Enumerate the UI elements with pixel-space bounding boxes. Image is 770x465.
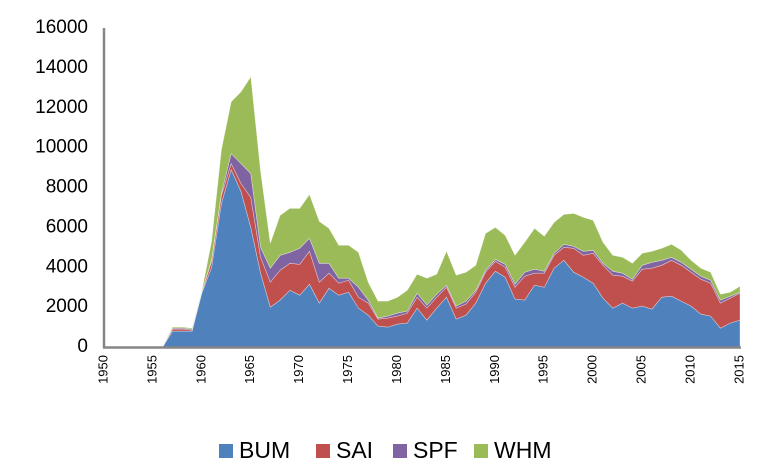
legend-label: BUM bbox=[239, 437, 290, 463]
legend: BUM SAI SPF WHM bbox=[219, 437, 551, 463]
x-tick-label: 1970 bbox=[291, 355, 306, 384]
x-tick-label: 2000 bbox=[585, 355, 600, 384]
legend-label: SPF bbox=[413, 437, 458, 463]
y-tick-label: 14000 bbox=[35, 57, 88, 78]
legend-item-sai: SAI bbox=[316, 437, 373, 463]
legend-swatch bbox=[393, 444, 407, 458]
y-tick-labels: 0 2000 4000 6000 8000 10000 12000 14000 16000 bbox=[35, 17, 88, 357]
legend-label: WHM bbox=[494, 437, 551, 463]
y-tick-label: 0 bbox=[77, 336, 88, 357]
x-tick-label: 2015 bbox=[731, 355, 746, 384]
x-tick-label: 1985 bbox=[438, 355, 453, 384]
legend-swatch bbox=[219, 444, 233, 458]
area-whm bbox=[104, 75, 741, 348]
x-tick-label: 1995 bbox=[536, 355, 551, 384]
x-tick-label: 1975 bbox=[340, 355, 355, 384]
area-layer bbox=[104, 75, 741, 348]
x-tick-label: 1955 bbox=[144, 355, 159, 384]
legend-item-bum: BUM bbox=[219, 437, 290, 463]
y-tick-label: 8000 bbox=[46, 177, 88, 198]
x-tick-label: 1950 bbox=[95, 355, 110, 384]
x-tick-label: 2010 bbox=[683, 355, 698, 384]
y-tick-label: 4000 bbox=[46, 256, 88, 277]
legend-swatch bbox=[316, 444, 330, 458]
y-tick-label: 10000 bbox=[35, 137, 88, 158]
legend-label: SAI bbox=[336, 437, 373, 463]
legend-item-whm: WHM bbox=[474, 437, 551, 463]
x-tick-label: 2005 bbox=[634, 355, 649, 384]
x-tick-label: 1990 bbox=[487, 355, 502, 384]
legend-swatch bbox=[474, 444, 488, 458]
x-tick-label: 1965 bbox=[242, 355, 257, 384]
y-tick-label: 6000 bbox=[46, 216, 88, 237]
x-tick-labels: 1950 1955 1960 1965 1970 1975 1980 1985 1990 1995… bbox=[95, 355, 746, 384]
x-tick-label: 1980 bbox=[389, 355, 404, 384]
x-tick-label: 1960 bbox=[193, 355, 208, 384]
legend-item-spf: SPF bbox=[393, 437, 458, 463]
y-tick-label: 16000 bbox=[35, 17, 88, 38]
y-tick-label: 12000 bbox=[35, 97, 88, 118]
y-tick-label: 2000 bbox=[46, 296, 88, 317]
